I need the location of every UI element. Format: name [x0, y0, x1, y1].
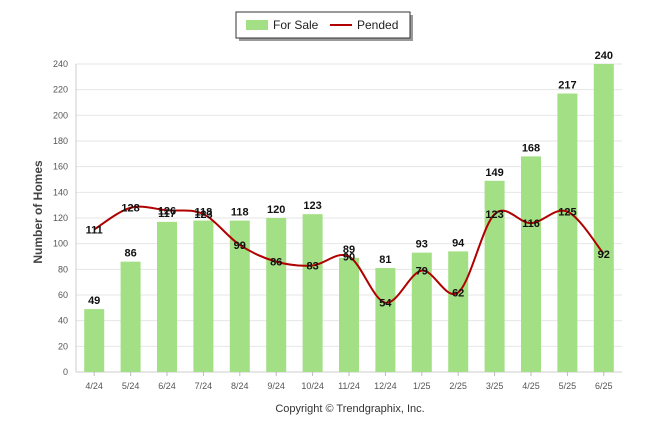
- bar: [448, 251, 469, 372]
- bar-data-label: 86: [124, 248, 136, 260]
- x-tick-label: 8/24: [231, 381, 249, 391]
- bar: [521, 156, 541, 372]
- y-tick-label: 0: [63, 367, 68, 377]
- bar: [84, 309, 105, 372]
- y-tick-label: 140: [53, 187, 68, 197]
- line-data-label: 99: [234, 240, 246, 252]
- x-axis: 4/24 5/24 6/24 7/24 8/24 9/24 10/24 11/24 12/24 1…: [85, 372, 613, 391]
- y-tick-label: 120: [53, 213, 68, 223]
- line-data-label: 86: [270, 257, 282, 269]
- x-tick-label: 1/25: [413, 381, 431, 391]
- y-tick-label: 220: [53, 85, 68, 95]
- bar: [266, 218, 287, 372]
- bar-data-label: 93: [416, 239, 428, 251]
- bar: [484, 180, 505, 372]
- bar-data-label: 217: [558, 80, 576, 92]
- bar-data-label: 240: [595, 50, 613, 62]
- bar: [120, 261, 141, 372]
- bar: [193, 220, 214, 372]
- y-axis-title: Number of Homes: [31, 160, 45, 264]
- bar-series: [84, 64, 614, 373]
- line-data-label: 126: [158, 205, 176, 217]
- y-tick-label: 100: [53, 239, 68, 249]
- y-tick-label: 180: [53, 136, 68, 146]
- line-data-label: 62: [452, 287, 464, 299]
- x-tick-label: 4/25: [522, 381, 540, 391]
- y-tick-label: 20: [58, 341, 68, 351]
- legend-swatch-for-sale: [246, 20, 268, 30]
- line-data-label: 116: [522, 218, 540, 230]
- x-tick-label: 9/24: [267, 381, 285, 391]
- bar-data-label: 81: [379, 254, 391, 266]
- y-axis: 0 20 40 60 80 100 120 140 160 180 200 220 240: [53, 59, 68, 377]
- pended-line: [93, 205, 605, 304]
- line-data-label: 92: [598, 249, 610, 261]
- bar: [411, 252, 432, 372]
- line-data-label: 123: [194, 209, 212, 221]
- y-tick-label: 200: [53, 110, 68, 120]
- x-tick-label: 12/24: [374, 381, 397, 391]
- line-data-label: 54: [379, 298, 392, 310]
- line-data-label: 111: [86, 225, 103, 237]
- x-tick-label: 5/24: [122, 381, 140, 391]
- line-data-label: 79: [416, 266, 428, 278]
- line-data-label: 125: [558, 207, 576, 219]
- bar-data-label: 118: [231, 207, 249, 219]
- legend-label-pended: Pended: [357, 18, 398, 32]
- bar: [375, 268, 396, 372]
- x-tick-label: 5/25: [559, 381, 577, 391]
- y-tick-label: 40: [58, 316, 68, 326]
- line-data-labels: 111 128 126 123 99 86 83 90 54 79 62 123 116 125 92: [86, 203, 610, 310]
- bar-data-label: 118: [195, 207, 213, 219]
- y-tick-label: 80: [58, 264, 68, 274]
- line-data-label: 128: [121, 203, 139, 215]
- legend-label-for-sale: For Sale: [273, 18, 319, 32]
- x-tick-label: 10/24: [301, 381, 324, 391]
- bar-data-label: 49: [88, 295, 100, 307]
- bar: [557, 93, 578, 373]
- bar-data-label: 89: [343, 244, 355, 256]
- bar-data-label: 94: [452, 237, 465, 249]
- y-tick-label: 60: [58, 290, 68, 300]
- x-tick-label: 4/24: [85, 381, 103, 391]
- bar-data-label: 123: [303, 200, 321, 212]
- bar-data-label: 149: [485, 167, 503, 179]
- x-tick-label: 2/25: [449, 381, 467, 391]
- bar-data-labels: 49 86 117 118 118 120 123 89 81 93 94 149 168 217 240: [88, 50, 613, 307]
- x-tick-label: 6/24: [158, 381, 176, 391]
- x-tick-label: 11/24: [338, 381, 360, 391]
- line-data-label: 123: [485, 209, 503, 221]
- line-data-label: 90: [343, 252, 355, 264]
- x-tick-label: 7/24: [195, 381, 213, 391]
- line-data-label: 83: [306, 260, 318, 272]
- bar-data-label: 168: [522, 142, 540, 154]
- x-tick-label: 3/25: [486, 381, 504, 391]
- bar: [229, 220, 250, 372]
- bar: [157, 221, 177, 372]
- bar: [302, 214, 323, 372]
- bar-data-label: 117: [158, 208, 176, 220]
- y-tick-label: 240: [53, 59, 68, 69]
- bar: [339, 257, 359, 372]
- y-tick-label: 160: [53, 162, 68, 172]
- x-tick-label: 6/25: [595, 381, 613, 391]
- copyright-credit: Copyright © Trendgraphix, Inc.: [275, 403, 424, 415]
- legend: For Sale Pended: [235, 11, 413, 41]
- bar: [593, 64, 614, 372]
- bar-data-label: 120: [267, 204, 285, 216]
